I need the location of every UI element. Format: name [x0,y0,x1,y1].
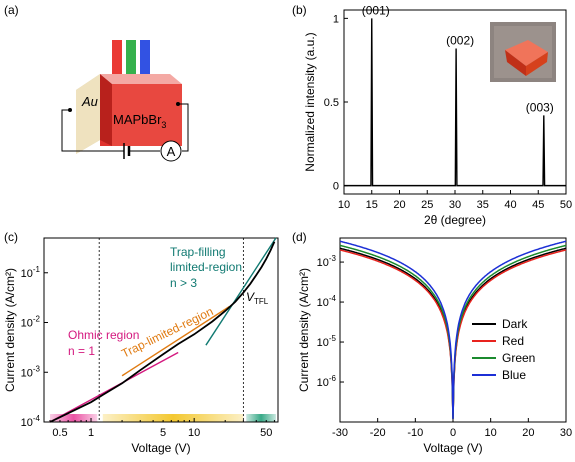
panel-c-label: (c) [4,230,18,244]
x-tick-label: 0.5 [52,427,67,439]
peak-label: (003) [526,100,554,114]
y-tick-label: 0 [333,181,339,193]
iv-curve-blue [339,240,567,419]
red-beam [112,40,122,80]
iv-curve [49,241,276,423]
material-label: MAPbBr3 [113,112,166,130]
panel-d: (d) -30 -20 -10 0 10 20 30 10-6 10-5 10-4 10-3 Dark… [292,230,572,455]
contact-right [176,102,180,106]
legend-label-dark: Dark [502,317,528,331]
vtfl-label: VTFL [246,290,269,306]
y-tick-label: 10-3 [317,254,337,269]
ammeter-label: A [167,144,176,159]
iv-log-chart: 0.5 1 5 10 50 10-4 10-3 10-2 10-1 Voltage (V) Curr… [3,237,279,455]
y-axis-label: Current density (A/cm²) [3,268,17,392]
fit-line [121,305,230,377]
gold-electrode [76,74,100,154]
y-tick-label: 0.5 [324,97,339,109]
x-tick-label: 30 [449,199,461,211]
x-tick-label: -30 [332,427,348,439]
x-tick-label: 10 [485,427,497,439]
y-tick-label: 10-6 [317,374,337,389]
x-tick-label: 20 [393,199,405,211]
x-tick-label: 10 [188,427,200,439]
x-tick-label: 40 [504,199,516,211]
x-axis-label: Voltage (V) [423,441,482,455]
au-label: Au [81,94,98,109]
x-tick-label: 20 [522,427,534,439]
panel-a: (a) Au MAPbBr3 A [4,3,189,162]
xrd-chart: 10 15 20 25 30 35 40 45 50 0 0.5 1 (001) (002) (003) 2θ… [303,3,572,227]
x-tick-label: -20 [370,427,386,439]
y-tick-label: 1 [333,13,339,25]
x-axis-label: 2θ (degree) [424,213,486,227]
y-tick-label: 10-5 [317,334,337,349]
crystal-side [100,74,112,146]
x-tick-label: 1 [88,427,94,439]
y-tick-label: 10-2 [21,315,41,330]
fit-line [205,237,277,346]
x-tick-label: 45 [532,199,544,211]
y-tick-label: 10-4 [21,414,41,429]
blue-beam [140,40,150,80]
crystal-photo-inset [490,22,556,82]
crystal-top [100,74,182,84]
panel-b-label: (b) [292,3,307,17]
peak-label: (001) [362,3,390,17]
legend-label-blue: Blue [502,368,526,382]
panel-c: (c) 0.5 1 5 10 50 10-4 10-3 10-2 10-1 Voltage (V)… [3,230,279,455]
ammeter-icon [160,140,182,162]
crystal-photo-top [505,40,548,66]
x-axis-label: Voltage (V) [131,441,190,455]
panel-a-label: (a) [4,3,19,17]
crystal-face [112,84,182,146]
contact-left [68,108,72,112]
x-tick-label: 5 [160,427,166,439]
panel-b: (b) 10 15 20 25 30 35 40 45 50 0 0.5 1 (001) (002) (00… [292,3,572,227]
trap-filling-label-2: limited-region [170,260,242,274]
peak-label: (002) [446,33,474,47]
x-tick-label: 50 [260,427,272,439]
y-tick-label: 10-3 [21,364,41,379]
ohmic-n-label: n = 1 [68,344,95,358]
x-tick-label: 10 [338,199,350,211]
iv-light-chart: -30 -20 -10 0 10 20 30 10-6 10-5 10-4 10-3 Dark Red G… [297,237,572,455]
ohmic-region-label: Ohmic region [68,328,139,342]
iv-log-plot-frame [43,237,279,423]
x-tick-label: -10 [407,427,423,439]
region-band [246,414,276,422]
trap-filling-n-label: n > 3 [170,276,197,290]
panel-d-label: (d) [292,230,307,244]
x-tick-label: 0 [450,427,456,439]
x-tick-label: 50 [560,199,572,211]
region-band [102,414,244,422]
xrd-trace [344,18,566,187]
trap-filling-label-1: Trap-filling [170,245,226,259]
green-beam [126,40,136,80]
wire-left [61,109,120,152]
wire-right [178,103,189,152]
x-tick-label: 15 [366,199,378,211]
x-tick-label: 35 [477,199,489,211]
region-band [49,414,98,422]
legend-label-red: Red [502,334,524,348]
y-tick-label: 10-4 [317,294,337,309]
x-tick-label: 30 [560,427,572,439]
legend-label-green: Green [502,351,535,365]
y-axis-label: Normalized intensity (a.u.) [303,32,317,171]
y-axis-label: Current density (A/cm²) [297,268,311,392]
x-tick-label: 25 [421,199,433,211]
y-tick-label: 10-1 [21,265,41,280]
